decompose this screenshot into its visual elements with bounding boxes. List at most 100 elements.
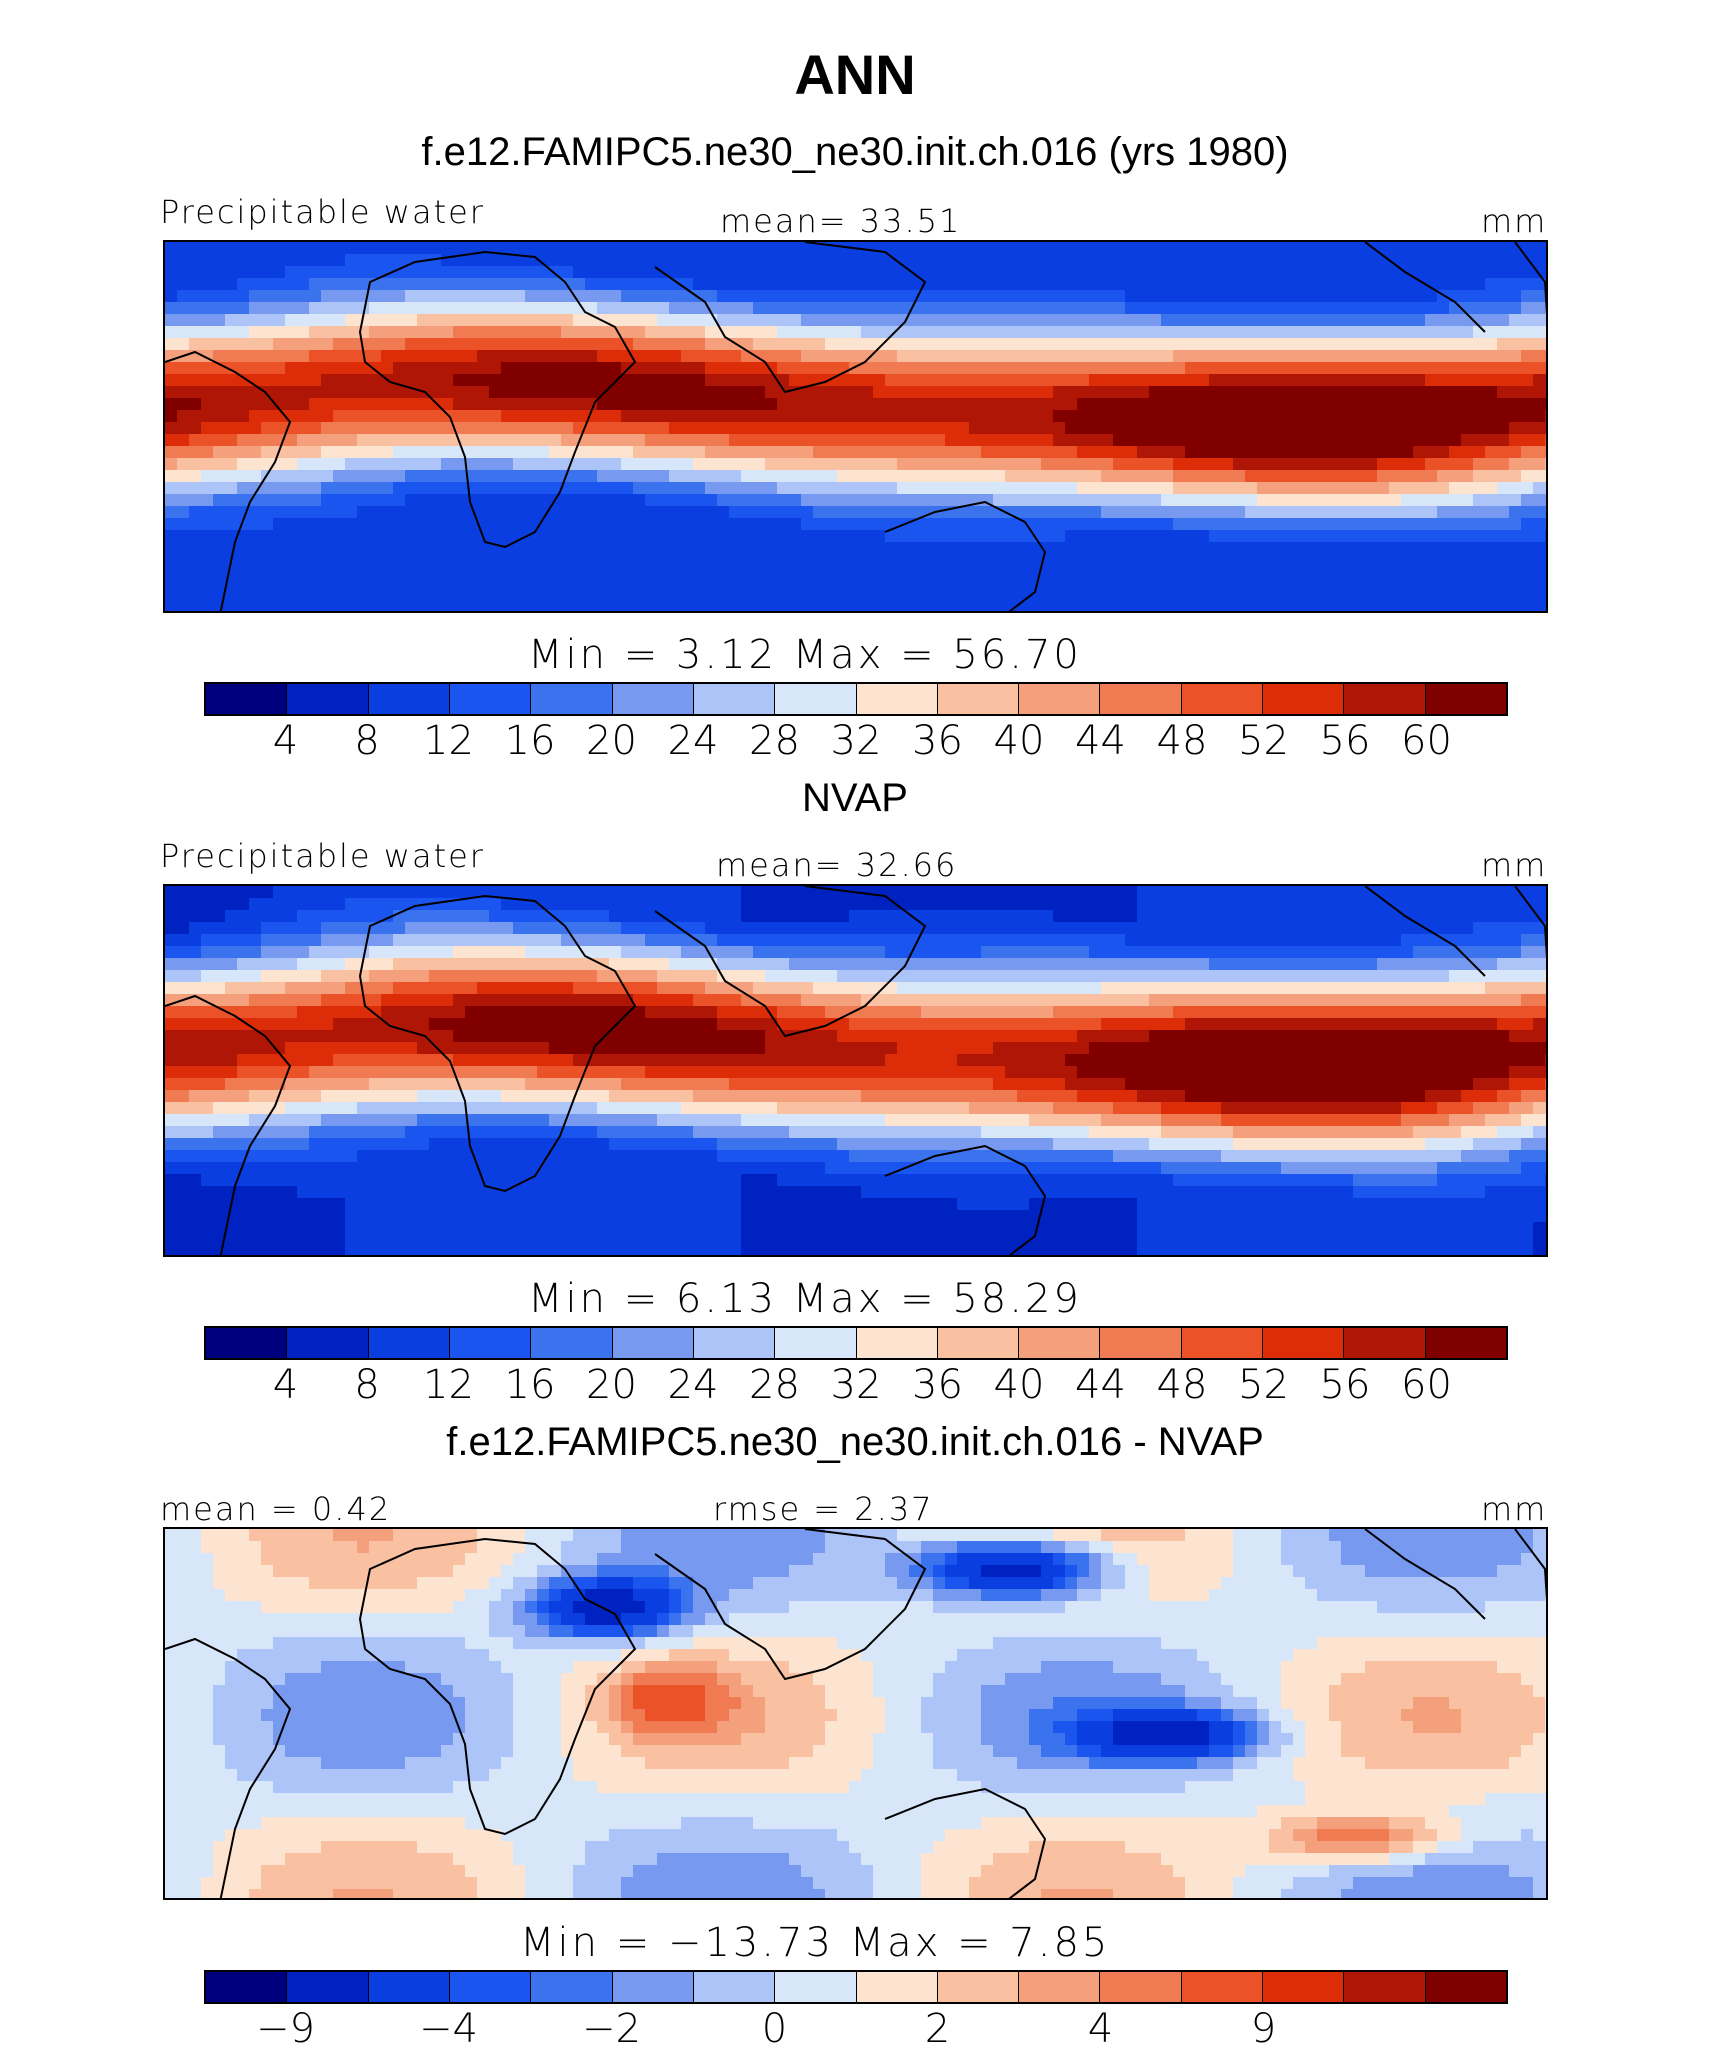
colorbar-tick-label: 12 xyxy=(423,718,474,764)
colorbar-swatch xyxy=(613,1972,694,2002)
colorbar-tick-label: 28 xyxy=(749,1362,800,1408)
colorbar-swatch xyxy=(450,684,531,714)
colorbar-swatch xyxy=(775,1328,856,1358)
panel1-title: f.e12.FAMIPC5.ne30_ne30.init.ch.016 (yrs… xyxy=(0,130,1710,175)
colorbar-tick-label: 60 xyxy=(1401,718,1452,764)
colorbar-tick-label: 2 xyxy=(925,2006,950,2052)
colorbar-tick-label: 28 xyxy=(749,718,800,764)
colorbar-tick-label: 52 xyxy=(1238,1362,1289,1408)
colorbar-tick-label: 4 xyxy=(273,1362,298,1408)
panel3-units-label: mm xyxy=(1481,1490,1547,1528)
panel3-colorbar xyxy=(204,1970,1508,2004)
colorbar-swatch xyxy=(287,1328,368,1358)
colorbar-tick-label: 44 xyxy=(1075,1362,1126,1408)
colorbar-swatch xyxy=(1344,684,1425,714)
colorbar-swatch xyxy=(775,684,856,714)
colorbar-swatch xyxy=(1426,1972,1506,2002)
colorbar-swatch xyxy=(857,1972,938,2002)
panel1-variable-label: Precipitable water xyxy=(160,193,485,231)
panel1-map xyxy=(163,240,1548,613)
colorbar-swatch xyxy=(938,684,1019,714)
panel3-rmse-label: rmse = 2.37 xyxy=(713,1490,934,1528)
panel1-colorbar xyxy=(204,682,1508,716)
colorbar-swatch xyxy=(1263,684,1344,714)
colorbar-swatch xyxy=(613,684,694,714)
panel2-minmax: Min = 6.13 Max = 58.29 xyxy=(528,1276,1082,1322)
colorbar-tick-label: 56 xyxy=(1320,718,1371,764)
colorbar-swatch xyxy=(531,1972,612,2002)
colorbar-tick-label: 60 xyxy=(1401,1362,1452,1408)
colorbar-swatch xyxy=(1100,1328,1181,1358)
panel3-mean-label: mean = 0.42 xyxy=(160,1490,391,1528)
colorbar-swatch xyxy=(206,684,287,714)
colorbar-swatch xyxy=(1019,1328,1100,1358)
colorbar-swatch xyxy=(1182,1972,1263,2002)
colorbar-swatch xyxy=(938,1328,1019,1358)
colorbar-tick-label: 48 xyxy=(1157,718,1208,764)
colorbar-swatch xyxy=(1019,1972,1100,2002)
figure-title: ANN xyxy=(0,42,1710,107)
colorbar-swatch xyxy=(206,1328,287,1358)
colorbar-tick-label: 20 xyxy=(586,718,637,764)
colorbar-tick-label: 9 xyxy=(1251,2006,1276,2052)
colorbar-swatch xyxy=(857,1328,938,1358)
colorbar-tick-label: 16 xyxy=(505,1362,556,1408)
colorbar-tick-label: −9 xyxy=(256,2006,315,2052)
colorbar-tick-label: 16 xyxy=(505,718,556,764)
panel3-map xyxy=(163,1527,1548,1900)
colorbar-swatch xyxy=(369,1972,450,2002)
colorbar-tick-label: 56 xyxy=(1320,1362,1371,1408)
colorbar-tick-label: 36 xyxy=(912,1362,963,1408)
colorbar-tick-label: −4 xyxy=(419,2006,478,2052)
colorbar-tick-label: 0 xyxy=(762,2006,787,2052)
panel3-map-canvas xyxy=(165,1529,1548,1900)
colorbar-swatch xyxy=(694,1328,775,1358)
field-cells xyxy=(165,1529,1548,1900)
colorbar-swatch xyxy=(694,684,775,714)
panel2-mean-label: mean= 32.66 xyxy=(716,846,957,884)
colorbar-tick-label: 52 xyxy=(1238,718,1289,764)
colorbar-swatch xyxy=(450,1328,531,1358)
colorbar-swatch xyxy=(1100,1972,1181,2002)
colorbar-tick-label: 4 xyxy=(1088,2006,1113,2052)
colorbar-swatch xyxy=(287,684,368,714)
colorbar-swatch xyxy=(857,684,938,714)
colorbar-tick-label: 8 xyxy=(354,718,379,764)
panel2-variable-label: Precipitable water xyxy=(160,837,485,875)
panel3-minmax: Min = −13.73 Max = 7.85 xyxy=(520,1920,1110,1966)
colorbar-swatch xyxy=(938,1972,1019,2002)
colorbar-swatch xyxy=(369,684,450,714)
colorbar-tick-label: 20 xyxy=(586,1362,637,1408)
colorbar-swatch xyxy=(1426,1328,1506,1358)
colorbar-swatch xyxy=(1100,684,1181,714)
panel2-map xyxy=(163,884,1548,1257)
colorbar-tick-label: 44 xyxy=(1075,718,1126,764)
panel1-map-canvas xyxy=(165,242,1548,613)
colorbar-tick-label: 24 xyxy=(668,718,719,764)
field-cells xyxy=(165,886,1548,1257)
colorbar-swatch xyxy=(613,1328,694,1358)
colorbar-swatch xyxy=(206,1972,287,2002)
panel3-title: f.e12.FAMIPC5.ne30_ne30.init.ch.016 - NV… xyxy=(0,1420,1710,1465)
colorbar-tick-label: 40 xyxy=(994,1362,1045,1408)
panel1-minmax: Min = 3.12 Max = 56.70 xyxy=(528,632,1082,678)
colorbar-tick-label: 4 xyxy=(273,718,298,764)
colorbar-swatch xyxy=(531,1328,612,1358)
colorbar-swatch xyxy=(1263,1328,1344,1358)
colorbar-tick-label: 32 xyxy=(831,1362,882,1408)
colorbar-swatch xyxy=(1344,1328,1425,1358)
colorbar-swatch xyxy=(1344,1972,1425,2002)
colorbar-swatch xyxy=(1263,1972,1344,2002)
panel2-units-label: mm xyxy=(1481,846,1547,884)
colorbar-tick-label: 24 xyxy=(668,1362,719,1408)
panel1-units-label: mm xyxy=(1481,202,1547,240)
colorbar-swatch xyxy=(694,1972,775,2002)
colorbar-swatch xyxy=(775,1972,856,2002)
colorbar-swatch xyxy=(1182,684,1263,714)
field-cells xyxy=(165,242,1548,613)
colorbar-swatch xyxy=(450,1972,531,2002)
colorbar-swatch xyxy=(1426,684,1506,714)
colorbar-tick-label: 36 xyxy=(912,718,963,764)
colorbar-tick-label: 40 xyxy=(994,718,1045,764)
colorbar-tick-label: 32 xyxy=(831,718,882,764)
